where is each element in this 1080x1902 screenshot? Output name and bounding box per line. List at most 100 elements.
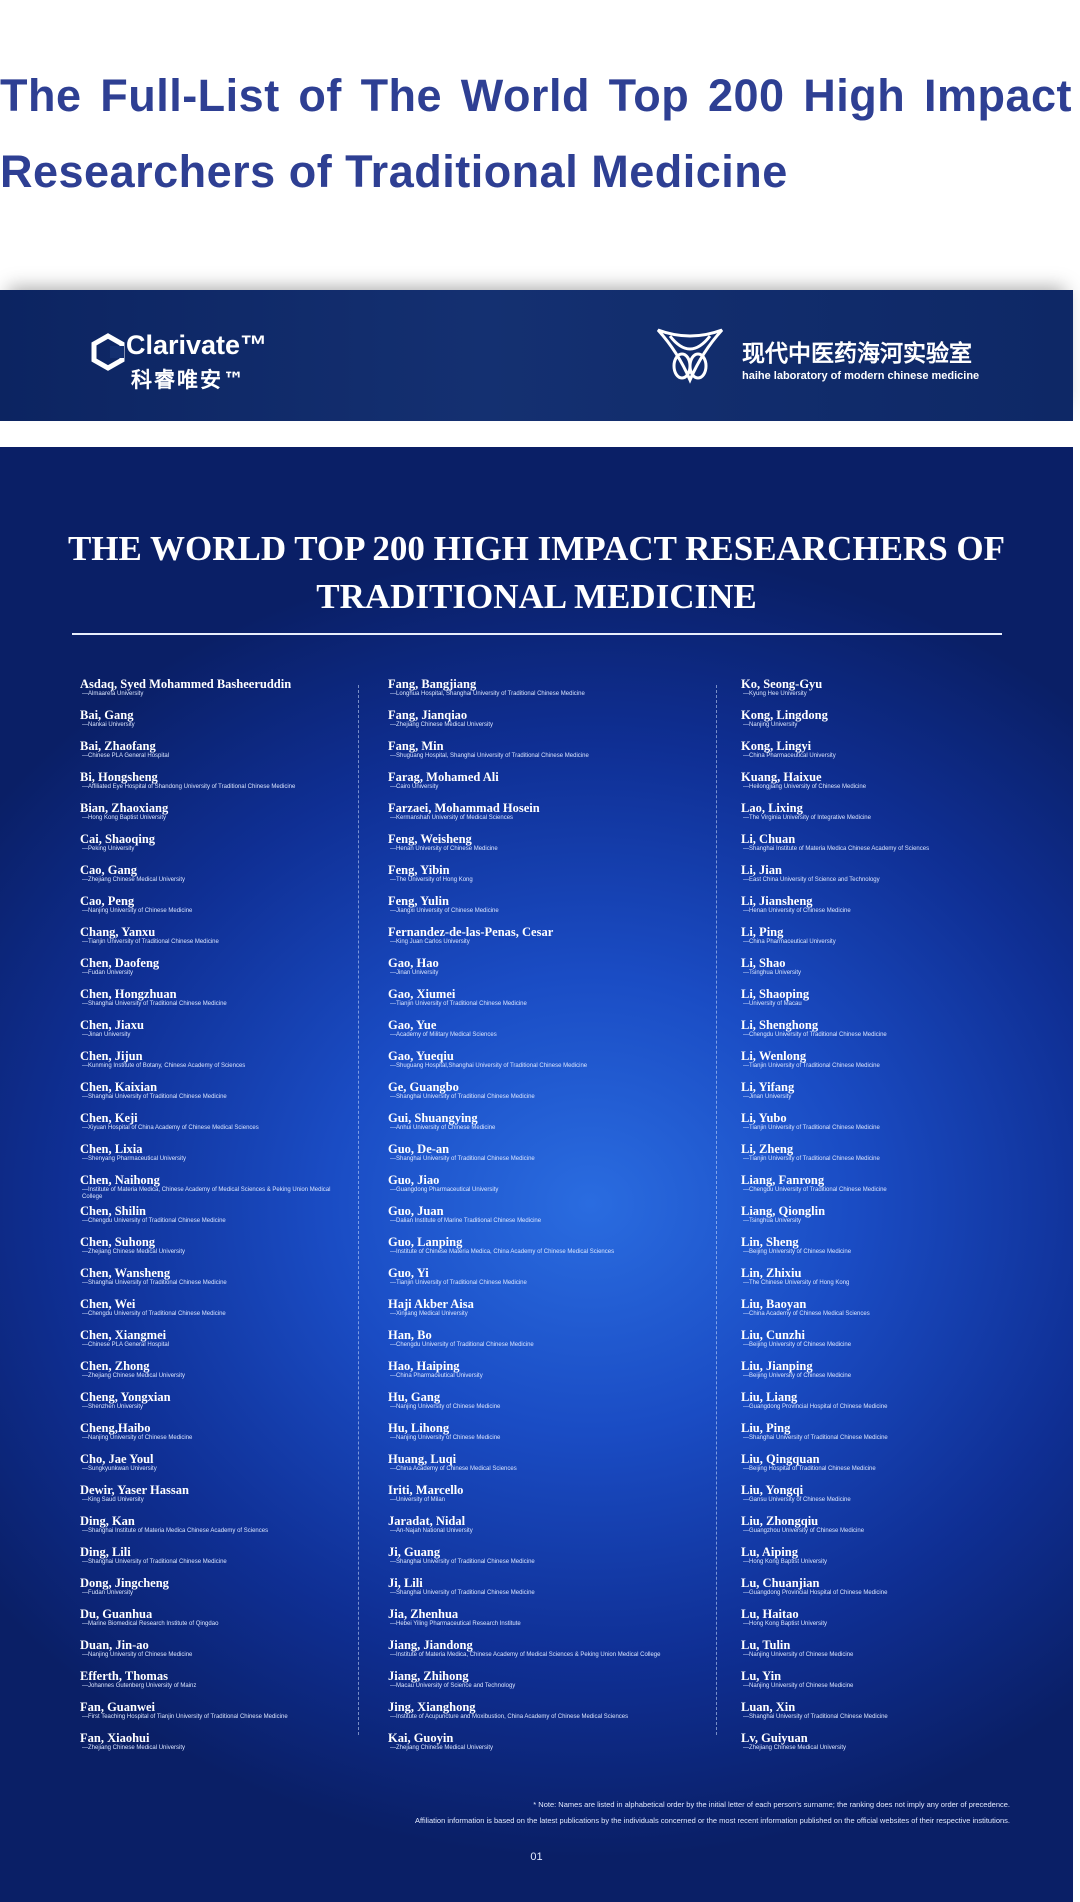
- researcher-name: Feng, Yulin: [388, 894, 449, 908]
- title-rule: [72, 633, 1002, 635]
- researcher-entry: Chen, Wansheng —Shanghai University of Tr…: [80, 1266, 350, 1297]
- researcher-entry: Li, Ping —China Pharmaceutical University: [741, 925, 1021, 956]
- researcher-affiliation: —Institute of Chinese Materia Medica, Ch…: [390, 1249, 615, 1255]
- researcher-name: Huang, Luqi: [388, 1452, 457, 1466]
- page-title: The Full-List of The World Top 200 High …: [0, 70, 1072, 197]
- researcher-name: Kuang, Haixue: [741, 770, 822, 784]
- researcher-name: Farag, Mohamed Ali: [388, 770, 499, 784]
- researcher-affiliation: —Nanjing University of Chinese Medicine: [82, 1435, 193, 1441]
- researcher-affiliation: —Peking University: [82, 846, 135, 852]
- researcher-affiliation: —Jiangxi University of Chinese Medicine: [390, 908, 499, 914]
- researcher-name: Cheng,Haibo: [80, 1421, 151, 1435]
- researcher-name: Li, Wenlong: [741, 1049, 807, 1063]
- researcher-affiliation: —Hong Kong Baptist University: [743, 1621, 828, 1627]
- researcher-name: Chen, Kaixian: [80, 1080, 158, 1094]
- researcher-name: Bi, Hongsheng: [80, 770, 158, 784]
- researcher-entry: Cao, Peng —Nanjing University of Chinese …: [80, 894, 350, 925]
- researcher-affiliation: —Shanghai University of Traditional Chin…: [82, 1559, 227, 1565]
- researcher-name: Du, Guanhua: [80, 1607, 153, 1621]
- researcher-entry: Li, Shao —Tsinghua University: [741, 956, 1021, 987]
- researcher-affiliation: —Longhua Hospital, Shanghai University o…: [390, 691, 585, 697]
- researcher-entry: Li, Yifang —Jinan University: [741, 1080, 1021, 1111]
- researcher-affiliation: —Xinjiang Medical University: [390, 1311, 468, 1317]
- poster-title: THE WORLD TOP 200 HIGH IMPACT RESEARCHER…: [67, 529, 1006, 616]
- researcher-entry: Jing, Xianghong —Institute of Acupuncture…: [388, 1700, 703, 1731]
- researcher-name: Liu, Cunzhi: [741, 1328, 805, 1342]
- researcher-entry: Dewir, Yaser Hassan —King Saud University: [80, 1483, 350, 1514]
- researcher-name: Li, Yifang: [741, 1080, 795, 1094]
- researcher-affiliation: —Chinese PLA General Hospital: [82, 753, 170, 759]
- researcher-name: Liu, Baoyan: [741, 1297, 807, 1311]
- poster: THE WORLD TOP 200 HIGH IMPACT RESEARCHER…: [0, 447, 1073, 1902]
- researcher-entry: Iriti, Marcello —University of Milan: [388, 1483, 703, 1514]
- researcher-affiliation: —Guangdong Provincial Hospital of Chines…: [743, 1404, 888, 1410]
- researcher-entry: Hu, Gang —Nanjing University of Chinese M…: [388, 1390, 703, 1421]
- researcher-entry: Farag, Mohamed Ali —Cairo University: [388, 770, 703, 801]
- researcher-name: Fernandez-de-las-Penas, Cesar: [388, 925, 554, 939]
- researcher-affiliation: —Dalian Institute of Marine Traditional …: [390, 1218, 542, 1224]
- researcher-affiliation: —Kyung Hee University: [743, 691, 807, 697]
- lab-name-cn: 现代中医药海河实验室: [742, 341, 972, 367]
- researcher-entry: Chang, Yanxu —Tianjin University of Tradi…: [80, 925, 350, 956]
- researcher-affiliation: —Chengdu University of Traditional Chine…: [743, 1187, 887, 1193]
- researcher-affiliation: —Gansu University of Chinese Medicine: [743, 1497, 851, 1503]
- researcher-entry: Lin, Sheng —Beijing University of Chinese…: [741, 1235, 1021, 1266]
- researcher-name: Asdaq, Syed Mohammed Basheeruddin: [80, 677, 292, 691]
- researcher-affiliation: —Henan University of Chinese Medicine: [390, 846, 498, 852]
- researcher-affiliation: —Fudan University: [82, 1590, 134, 1596]
- researcher-entry: Hu, Lihong —Nanjing University of Chinese…: [388, 1421, 703, 1452]
- researcher-column: Fang, Bangjiang —Longhua Hospital, Shangh…: [388, 677, 703, 1762]
- researcher-affiliation: —Shanghai University of Traditional Chin…: [82, 1280, 227, 1286]
- researcher-name: Guo, Yi: [388, 1266, 429, 1280]
- researcher-affiliation: —Beijing University of Chinese Medicine: [743, 1373, 852, 1379]
- researcher-name: Chen, Shilin: [80, 1204, 147, 1218]
- researcher-affiliation: —Nanjing University of Chinese Medicine: [390, 1435, 501, 1441]
- researcher-affiliation: —Beijing University of Chinese Medicine: [743, 1249, 852, 1255]
- researcher-name: Cao, Gang: [80, 863, 137, 877]
- researcher-entry: Feng, Yibin —The University of Hong Kong: [388, 863, 703, 894]
- researcher-name: Jiang, Zhihong: [388, 1669, 469, 1683]
- researcher-affiliation: —Nanjing University: [743, 722, 798, 728]
- researcher-affiliation: —Institute of Acupuncture and Moxibustio…: [390, 1714, 629, 1720]
- researcher-affiliation: —Beijing Hospital of Traditional Chinese…: [743, 1466, 876, 1472]
- researcher-entry: Efferth, Thomas —Johannes Gutenberg Unive…: [80, 1669, 350, 1700]
- researcher-affiliation: —Shenzhen University: [82, 1404, 144, 1410]
- researcher-affiliation: —Cairo University: [390, 784, 439, 790]
- researcher-entry: Kong, Lingyi —China Pharmaceutical Univer…: [741, 739, 1021, 770]
- researcher-affiliation: —Tianjin University of Traditional Chine…: [390, 1280, 527, 1286]
- researcher-affiliation: —Zhejiang Chinese Medical University: [82, 1249, 186, 1255]
- researcher-affiliation: —Nanjing University of Chinese Medicine: [743, 1652, 854, 1658]
- researcher-name: Bian, Zhaoxiang: [80, 801, 169, 815]
- researcher-name: Chen, Wansheng: [80, 1266, 171, 1280]
- researcher-entry: Gui, Shuangying —Anhui University of Chin…: [388, 1111, 703, 1142]
- researcher-entry: Duan, Jin-ao —Nanjing University of Chine…: [80, 1638, 350, 1669]
- researcher-affiliation: —Shanghai University of Traditional Chin…: [390, 1559, 535, 1565]
- researcher-column: Asdaq, Syed Mohammed Basheeruddin —Almaar…: [80, 677, 350, 1762]
- researcher-entry: Chen, Lixia —Shenyang Pharmaceutical Univ…: [80, 1142, 350, 1173]
- researcher-affiliation: —University of Milan: [390, 1497, 446, 1503]
- researcher-affiliation: —China Pharmaceutical University: [743, 753, 836, 759]
- researcher-affiliation: —Shanghai University of Traditional Chin…: [390, 1094, 535, 1100]
- researcher-affiliation: —The University of Hong Kong: [390, 877, 473, 883]
- researcher-column: Ko, Seong-Gyu —Kyung Hee University Kong, …: [741, 677, 1021, 1762]
- researcher-affiliation: —China Academy of Chinese Medical Scienc…: [390, 1466, 517, 1472]
- note: Affiliation information is based on the …: [414, 1816, 1010, 1825]
- researcher-name: Chen, Jijun: [80, 1049, 143, 1063]
- researcher-affiliation: —Henan University of Chinese Medicine: [743, 908, 851, 914]
- researcher-affiliation: —Fudan University: [82, 970, 134, 976]
- researcher-entry: Fang, Min —Shuguang Hospital, Shanghai Un…: [388, 739, 703, 770]
- researcher-entry: Gao, Yue —Academy of Military Medical Sci…: [388, 1018, 703, 1049]
- researcher-entry: Bai, Gang —Nankai University: [80, 708, 350, 739]
- researcher-affiliation: —Zhejiang Chinese Medical University: [82, 1373, 186, 1379]
- researcher-entry: Li, Jiansheng —Henan University of Chines…: [741, 894, 1021, 925]
- researcher-entry: Dong, Jingcheng —Fudan University: [80, 1576, 350, 1607]
- researcher-affiliation: —Zhejiang Chinese Medical University: [390, 1745, 494, 1751]
- researcher-entry: Kong, Lingdong —Nanjing University: [741, 708, 1021, 739]
- researcher-entry: Gao, Yueqiu —Shuguang Hospital,Shanghai U…: [388, 1049, 703, 1080]
- researcher-entry: Fang, Jianqiao —Zhejiang Chinese Medical …: [388, 708, 703, 739]
- researcher-affiliation: —Nanjing University of Chinese Medicine: [743, 1683, 854, 1689]
- researcher-name: Fang, Bangjiang: [388, 677, 477, 691]
- researcher-affiliation: —Chinese PLA General Hospital: [82, 1342, 170, 1348]
- researcher-name: Cheng, Yongxian: [80, 1390, 171, 1404]
